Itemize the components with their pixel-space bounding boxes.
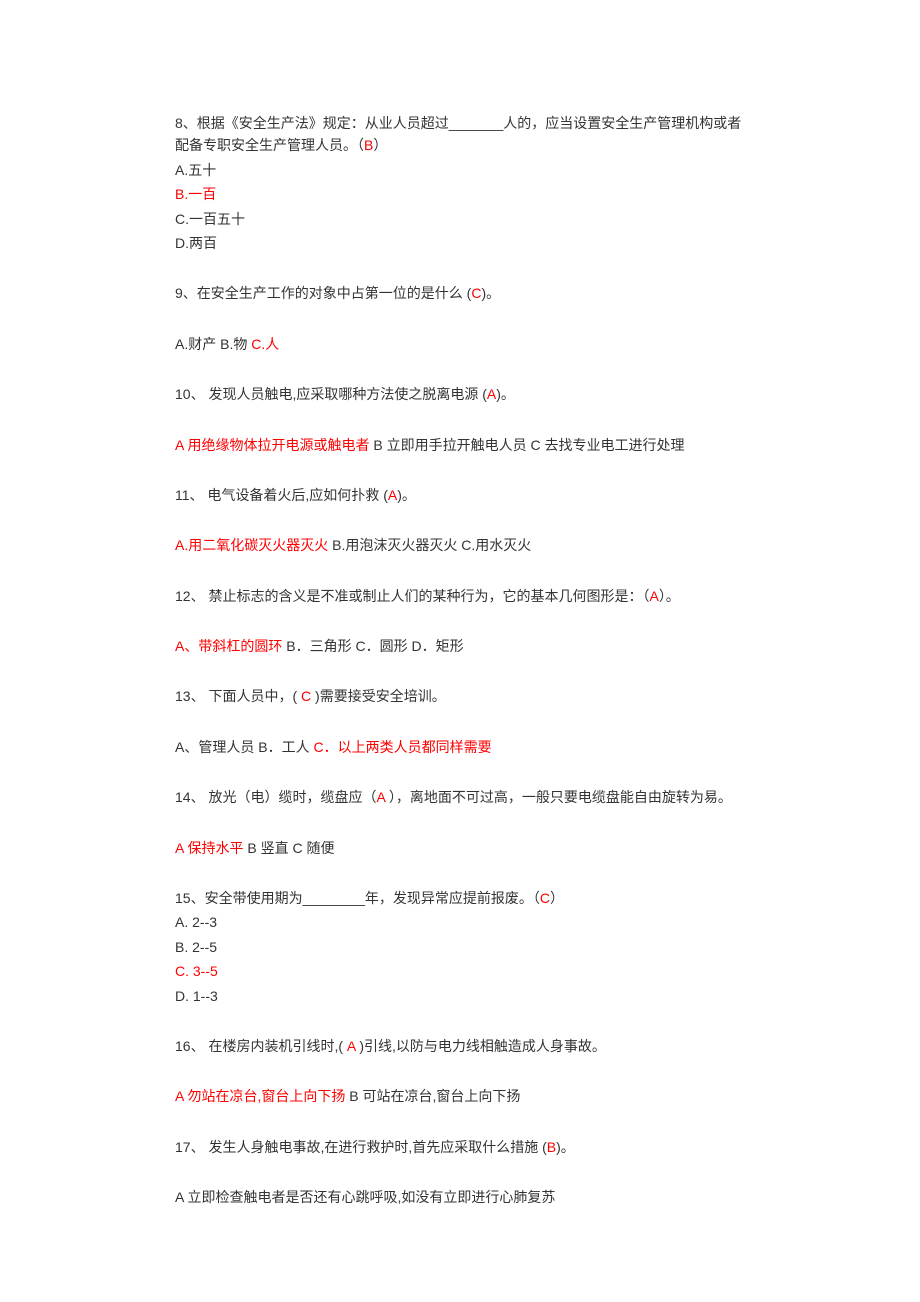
q11-answer-key: A bbox=[388, 487, 397, 503]
q12-stem-text-b: ）。 bbox=[659, 588, 680, 604]
q17-option-line: A 立即检查触电者是否还有心跳呼吸,如没有立即进行心肺复苏 bbox=[175, 1186, 745, 1208]
q15-answer-key: C bbox=[540, 890, 550, 906]
q10-stem: 10、 发现人员触电,应采取哪种方法使之脱离电源 (A)。 bbox=[175, 383, 745, 405]
q11-options: A.用二氧化碳灭火器灭火 B.用泡沫灭火器灭火 C.用水灭火 bbox=[175, 534, 745, 556]
q14-answer-key: A bbox=[376, 789, 385, 805]
q12-options-rest: B．三角形 C．圆形 D．矩形 bbox=[282, 638, 463, 654]
q16-stem: 16、 在楼房内装机引线时,( A )引线,以防与电力线相触造成人身事故。 bbox=[175, 1035, 745, 1057]
q17-stem-text-b: )。 bbox=[556, 1139, 575, 1155]
q15-option-a: A. 2--3 bbox=[175, 911, 745, 933]
question-11: 11、 电气设备着火后,应如何扑救 (A)。 bbox=[175, 484, 745, 506]
q12-stem: 12、 禁止标志的含义是不准或制止人们的某种行为，它的基本几何图形是：（A）。 bbox=[175, 585, 745, 607]
q15-option-b: B. 2--5 bbox=[175, 936, 745, 958]
q8-answer-key: B bbox=[364, 137, 373, 153]
question-10: 10、 发现人员触电,应采取哪种方法使之脱离电源 (A)。 bbox=[175, 383, 745, 405]
q16-options: A 勿站在凉台,窗台上向下扬 B 可站在凉台,窗台上向下扬 bbox=[175, 1085, 745, 1107]
q8-option-d: D.两百 bbox=[175, 232, 745, 254]
q9-options-ab: A.财产 B.物 bbox=[175, 336, 251, 352]
q9-stem: 9、在安全生产工作的对象中占第一位的是什么 (C)。 bbox=[175, 282, 745, 304]
q16-stem-text-a: 16、 在楼房内装机引线时,( bbox=[175, 1038, 347, 1054]
q14-options-rest: B 竖直 C 随便 bbox=[243, 840, 334, 856]
q13-stem: 13、 下面人员中，( C )需要接受安全培训。 bbox=[175, 685, 745, 707]
q8-stem: 8、根据《安全生产法》规定：从业人员超过_______人的，应当设置安全生产管理… bbox=[175, 112, 745, 157]
q9-option-c: C.人 bbox=[251, 336, 279, 352]
q9-answer-key: C bbox=[471, 285, 481, 301]
q13-answer-key: C bbox=[301, 688, 311, 704]
question-16: 16、 在楼房内装机引线时,( A )引线,以防与电力线相触造成人身事故。 bbox=[175, 1035, 745, 1057]
q11-stem-text-b: )。 bbox=[397, 487, 416, 503]
q15-option-d: D. 1--3 bbox=[175, 985, 745, 1007]
q15-stem-text-a: 15、安全带使用期为________年，发现异常应提前报废。（ bbox=[175, 890, 540, 906]
question-8: 8、根据《安全生产法》规定：从业人员超过_______人的，应当设置安全生产管理… bbox=[175, 112, 745, 254]
q10-options-rest: B 立即用手拉开触电人员 C 去找专业电工进行处理 bbox=[369, 437, 684, 453]
question-12: 12、 禁止标志的含义是不准或制止人们的某种行为，它的基本几何图形是：（A）。 bbox=[175, 585, 745, 607]
q16-options-rest: B 可站在凉台,窗台上向下扬 bbox=[345, 1088, 520, 1104]
q15-stem: 15、安全带使用期为________年，发现异常应提前报废。（C） bbox=[175, 887, 745, 909]
q17-options: A 立即检查触电者是否还有心跳呼吸,如没有立即进行心肺复苏 bbox=[175, 1186, 745, 1208]
q10-option-a: A 用绝缘物体拉开电源或触电者 bbox=[175, 437, 369, 453]
q12-answer-key: A bbox=[649, 588, 658, 604]
q13-stem-text-b: )需要接受安全培训。 bbox=[311, 688, 446, 704]
q8-option-a: A.五十 bbox=[175, 159, 745, 181]
q17-stem-text-a: 17、 发生人身触电事故,在进行救护时,首先应采取什么措施 ( bbox=[175, 1139, 547, 1155]
q14-stem-text-b: ），离地面不可过高，一般只要电缆盘能自由旋转为易。 bbox=[385, 789, 732, 805]
q9-stem-text-a: 9、在安全生产工作的对象中占第一位的是什么 ( bbox=[175, 285, 471, 301]
q15-stem-text-b: ） bbox=[550, 890, 564, 906]
q14-stem-text-a: 14、 放光（电）缆时，缆盘应（ bbox=[175, 789, 376, 805]
q11-option-a: A.用二氧化碳灭火器灭火 bbox=[175, 537, 328, 553]
question-9: 9、在安全生产工作的对象中占第一位的是什么 (C)。 bbox=[175, 282, 745, 304]
q8-option-b: B.一百 bbox=[175, 183, 745, 205]
q13-options: A、管理人员 B．工人 C．以上两类人员都同样需要 bbox=[175, 736, 745, 758]
q17-answer-key: B bbox=[547, 1139, 556, 1155]
q11-options-rest: B.用泡沫灭火器灭火 C.用水灭火 bbox=[328, 537, 531, 553]
q13-stem-text-a: 13、 下面人员中，( bbox=[175, 688, 301, 704]
question-13: 13、 下面人员中，( C )需要接受安全培训。 bbox=[175, 685, 745, 707]
question-17: 17、 发生人身触电事故,在进行救护时,首先应采取什么措施 (B)。 bbox=[175, 1136, 745, 1158]
q10-answer-key: A bbox=[487, 386, 496, 402]
q10-stem-text-b: )。 bbox=[496, 386, 515, 402]
question-15: 15、安全带使用期为________年，发现异常应提前报废。（C） A. 2--… bbox=[175, 887, 745, 1007]
q12-stem-text-a: 12、 禁止标志的含义是不准或制止人们的某种行为，它的基本几何图形是：（ bbox=[175, 588, 649, 604]
q8-option-c: C.一百五十 bbox=[175, 208, 745, 230]
q14-option-a: A 保持水平 bbox=[175, 840, 243, 856]
q11-stem: 11、 电气设备着火后,应如何扑救 (A)。 bbox=[175, 484, 745, 506]
q16-stem-text-b: )引线,以防与电力线相触造成人身事故。 bbox=[355, 1038, 605, 1054]
q12-option-a: A、带斜杠的圆环 bbox=[175, 638, 282, 654]
q17-stem: 17、 发生人身触电事故,在进行救护时,首先应采取什么措施 (B)。 bbox=[175, 1136, 745, 1158]
q16-option-a: A 勿站在凉台,窗台上向下扬 bbox=[175, 1088, 345, 1104]
q13-option-c: C．以上两类人员都同样需要 bbox=[313, 739, 491, 755]
q9-options: A.财产 B.物 C.人 bbox=[175, 333, 745, 355]
q8-stem-text-a: 8、根据《安全生产法》规定：从业人员超过_______人的，应当设置安全生产管理… bbox=[175, 115, 741, 153]
q12-options: A、带斜杠的圆环 B．三角形 C．圆形 D．矩形 bbox=[175, 635, 745, 657]
q15-option-c: C. 3--5 bbox=[175, 960, 745, 982]
q10-options: A 用绝缘物体拉开电源或触电者 B 立即用手拉开触电人员 C 去找专业电工进行处… bbox=[175, 434, 745, 456]
q10-stem-text-a: 10、 发现人员触电,应采取哪种方法使之脱离电源 ( bbox=[175, 386, 487, 402]
document-page: 8、根据《安全生产法》规定：从业人员超过_______人的，应当设置安全生产管理… bbox=[0, 0, 920, 1302]
q14-stem: 14、 放光（电）缆时，缆盘应（A ），离地面不可过高，一般只要电缆盘能自由旋转… bbox=[175, 786, 745, 808]
q13-options-pre: A、管理人员 B．工人 bbox=[175, 739, 313, 755]
q11-stem-text-a: 11、 电气设备着火后,应如何扑救 ( bbox=[175, 487, 388, 503]
q9-stem-text-b: )。 bbox=[481, 285, 500, 301]
question-14: 14、 放光（电）缆时，缆盘应（A ），离地面不可过高，一般只要电缆盘能自由旋转… bbox=[175, 786, 745, 808]
q14-options: A 保持水平 B 竖直 C 随便 bbox=[175, 837, 745, 859]
q8-stem-text-b: ） bbox=[373, 137, 387, 153]
